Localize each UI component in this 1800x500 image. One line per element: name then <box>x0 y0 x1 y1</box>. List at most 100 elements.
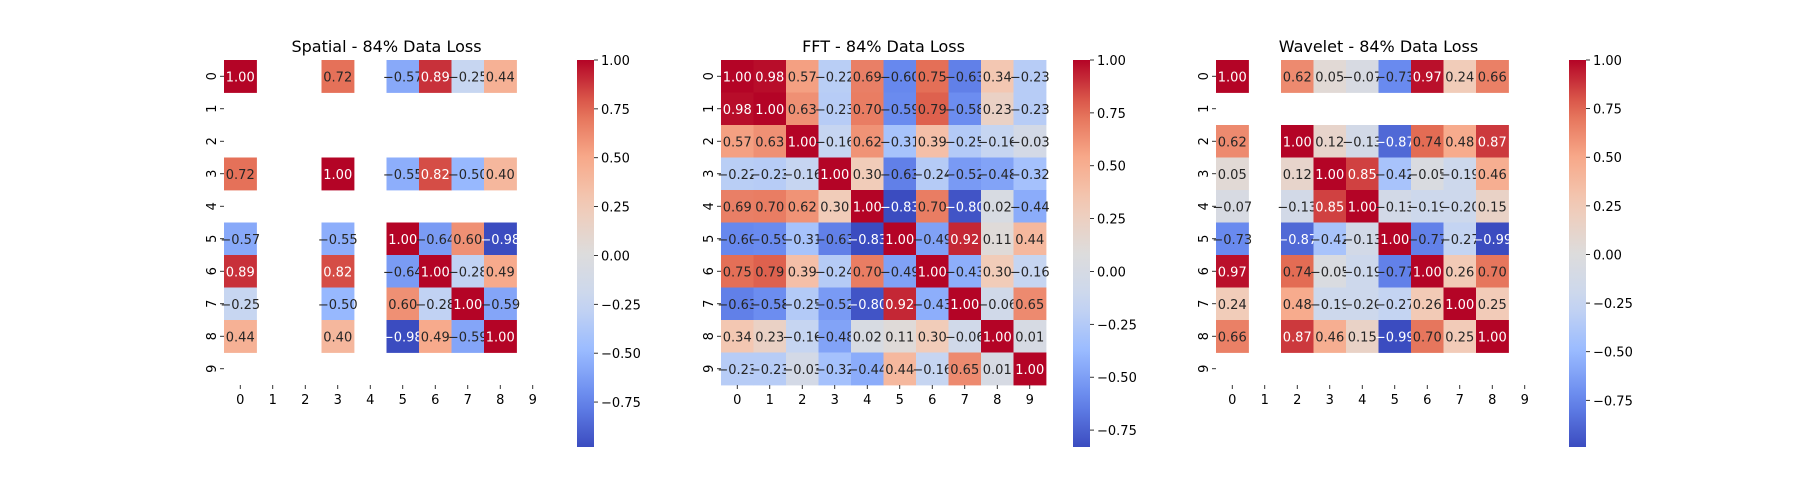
heatmap-cell <box>386 255 420 288</box>
heatmap-cell-label: 0.62 <box>853 135 882 150</box>
heatmap-cell-label: −0.55 <box>318 233 358 248</box>
heatmap-cell <box>419 60 452 93</box>
heatmap-cell-label: 1.00 <box>388 233 417 248</box>
x-tick-label: 6 <box>431 393 439 408</box>
heatmap-cell <box>851 287 884 321</box>
heatmap-cell-label: −0.32 <box>815 363 855 378</box>
colorbar-tick-label: 0.25 <box>601 201 630 216</box>
heatmap-cell <box>851 255 884 288</box>
heatmap-cell-label: −0.13 <box>1342 135 1382 150</box>
heatmap-cell <box>386 157 420 191</box>
y-tick-label: 9 <box>205 365 220 373</box>
colorbar <box>577 60 594 447</box>
heatmap-cell <box>916 320 949 353</box>
heatmap-cell-label: −0.59 <box>448 330 488 345</box>
heatmap-cell <box>851 222 884 256</box>
heatmap-cell-label: −0.20 <box>1342 298 1382 313</box>
heatmap-cell-label: −0.63 <box>945 70 985 85</box>
heatmap-cell-label: 0.44 <box>486 70 515 85</box>
heatmap-cell-label: −0.59 <box>750 233 790 248</box>
heatmap-cell-label: 0.25 <box>1478 298 1507 313</box>
heatmap-cell-label: −0.19 <box>1407 200 1447 215</box>
heatmap-cell-label: 0.66 <box>1218 330 1247 345</box>
heatmap-cell <box>883 92 917 126</box>
x-tick-label: 9 <box>1026 393 1034 408</box>
heatmap-cell <box>1346 287 1379 321</box>
heatmap-cell-label: −0.05 <box>1407 168 1447 183</box>
heatmap-cell-label: −0.27 <box>1375 298 1415 313</box>
heatmap-cell-label: −0.13 <box>1375 200 1415 215</box>
heatmap-cell-label: −0.52 <box>945 168 985 183</box>
heatmap-cell-label: 0.75 <box>723 265 752 280</box>
heatmap-cell-label: −0.22 <box>717 168 757 183</box>
heatmap-cell-label: 0.05 <box>1315 70 1344 85</box>
heatmap-cell-label: 0.40 <box>486 168 515 183</box>
colorbar-tick-label: 0.75 <box>1097 107 1126 122</box>
heatmap-cell <box>321 60 355 93</box>
heatmap-cell <box>1281 320 1314 353</box>
y-tick-label: 4 <box>702 202 717 210</box>
heatmap-cell <box>1013 92 1047 126</box>
heatmap-title: Wavelet - 84% Data Loss <box>1279 37 1478 56</box>
colorbar-tick-label: 1.00 <box>1593 54 1622 69</box>
heatmap-cell <box>786 320 819 353</box>
heatmap-cell <box>1443 255 1477 288</box>
heatmap-cell-label: 0.65 <box>1015 298 1044 313</box>
heatmap-cell <box>786 255 819 288</box>
heatmap-cell <box>851 320 884 353</box>
heatmap-cell-label: 1.00 <box>1445 298 1474 313</box>
heatmap-cell-label: 0.65 <box>950 363 979 378</box>
heatmap-cell <box>818 92 852 126</box>
heatmap-cell-label: −0.03 <box>1010 135 1050 150</box>
heatmap-cell <box>1443 320 1477 353</box>
heatmap-cell <box>386 222 420 256</box>
heatmap-cell <box>818 60 852 93</box>
heatmap-cell-label: 0.44 <box>885 363 914 378</box>
heatmap-cell-label: 0.87 <box>1283 330 1312 345</box>
heatmap-cell-label: −0.50 <box>318 298 358 313</box>
heatmap-cell <box>321 320 355 353</box>
heatmap-cell <box>916 255 949 288</box>
heatmap-cell-label: 0.89 <box>226 265 255 280</box>
heatmap-cell-label: 0.23 <box>983 103 1012 118</box>
x-tick-label: 0 <box>733 393 741 408</box>
heatmap-cell <box>1411 60 1444 93</box>
heatmap-cell <box>1313 320 1347 353</box>
heatmap-cell <box>981 190 1014 223</box>
heatmap-cell-label: −0.19 <box>1342 265 1382 280</box>
heatmap-cell <box>1378 190 1412 223</box>
x-tick-label: 7 <box>1456 393 1464 408</box>
y-tick-label: 6 <box>702 267 717 275</box>
colorbar-tick-label: 0.50 <box>1097 160 1126 175</box>
heatmap-cell-label: 0.70 <box>1413 330 1442 345</box>
heatmap-cell <box>224 287 257 321</box>
heatmap-cell <box>1411 320 1444 353</box>
colorbar-tick-label: 0.75 <box>601 103 630 118</box>
heatmap-cell <box>721 190 754 223</box>
heatmap-cell-label: 1.00 <box>950 298 979 313</box>
heatmap-cell-label: −0.23 <box>815 103 855 118</box>
x-tick-label: 6 <box>1423 393 1431 408</box>
y-tick-label: 7 <box>702 300 717 308</box>
heatmap-cell <box>1281 157 1314 191</box>
y-tick-label: 2 <box>702 137 717 145</box>
heatmap-cell-label: 0.57 <box>788 70 817 85</box>
heatmap-cell-label: 1.00 <box>755 103 784 118</box>
heatmap-cell-label: 0.82 <box>421 168 450 183</box>
heatmap-title: Spatial - 84% Data Loss <box>291 37 481 56</box>
heatmap-cell <box>916 190 949 223</box>
heatmap-cell <box>721 157 754 191</box>
heatmap-cell-label: 0.01 <box>1015 330 1044 345</box>
y-tick-label: 1 <box>702 105 717 113</box>
colorbar-tick-label: 0.25 <box>1593 200 1622 215</box>
y-tick-label: 5 <box>702 235 717 243</box>
heatmap-cell-label: 0.40 <box>323 330 352 345</box>
heatmap-cell <box>1313 125 1347 158</box>
heatmap-cell <box>916 352 949 386</box>
heatmap-cell <box>224 157 257 191</box>
heatmap-cell-label: 1.00 <box>853 200 882 215</box>
x-tick-label: 1 <box>766 393 774 408</box>
heatmap-cell-label: 0.15 <box>1478 200 1507 215</box>
heatmap-cell-label: 0.11 <box>885 330 914 345</box>
heatmap-cell <box>1476 190 1509 223</box>
